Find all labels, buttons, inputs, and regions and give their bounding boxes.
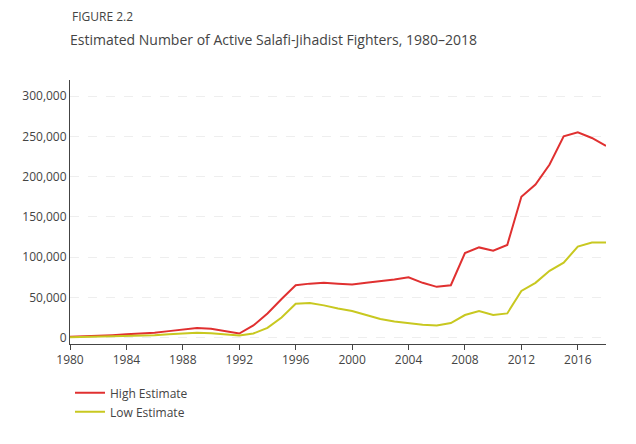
- svg-text:1988: 1988: [169, 351, 197, 368]
- svg-text:200,000: 200,000: [22, 168, 66, 185]
- svg-text:Low Estimate: Low Estimate: [110, 404, 185, 421]
- svg-text:2012: 2012: [508, 351, 536, 368]
- svg-text:250,000: 250,000: [22, 128, 66, 145]
- svg-text:50,000: 50,000: [29, 289, 67, 306]
- svg-text:150,000: 150,000: [22, 208, 66, 225]
- svg-text:High Estimate: High Estimate: [110, 385, 188, 402]
- svg-text:1992: 1992: [226, 351, 254, 368]
- svg-text:2008: 2008: [451, 351, 479, 368]
- svg-text:1984: 1984: [113, 351, 141, 368]
- svg-text:1980: 1980: [56, 351, 84, 368]
- svg-text:300,000: 300,000: [22, 87, 66, 104]
- svg-text:100,000: 100,000: [22, 248, 66, 265]
- svg-text:2000: 2000: [338, 351, 366, 368]
- svg-text:Estimated Number of Active Sal: Estimated Number of Active Salafi-Jihadi…: [70, 30, 477, 49]
- svg-text:2004: 2004: [395, 351, 423, 368]
- svg-text:2016: 2016: [564, 351, 592, 368]
- svg-text:FIGURE 2.2: FIGURE 2.2: [72, 8, 133, 25]
- svg-text:1996: 1996: [282, 351, 310, 368]
- svg-text:0: 0: [60, 329, 67, 346]
